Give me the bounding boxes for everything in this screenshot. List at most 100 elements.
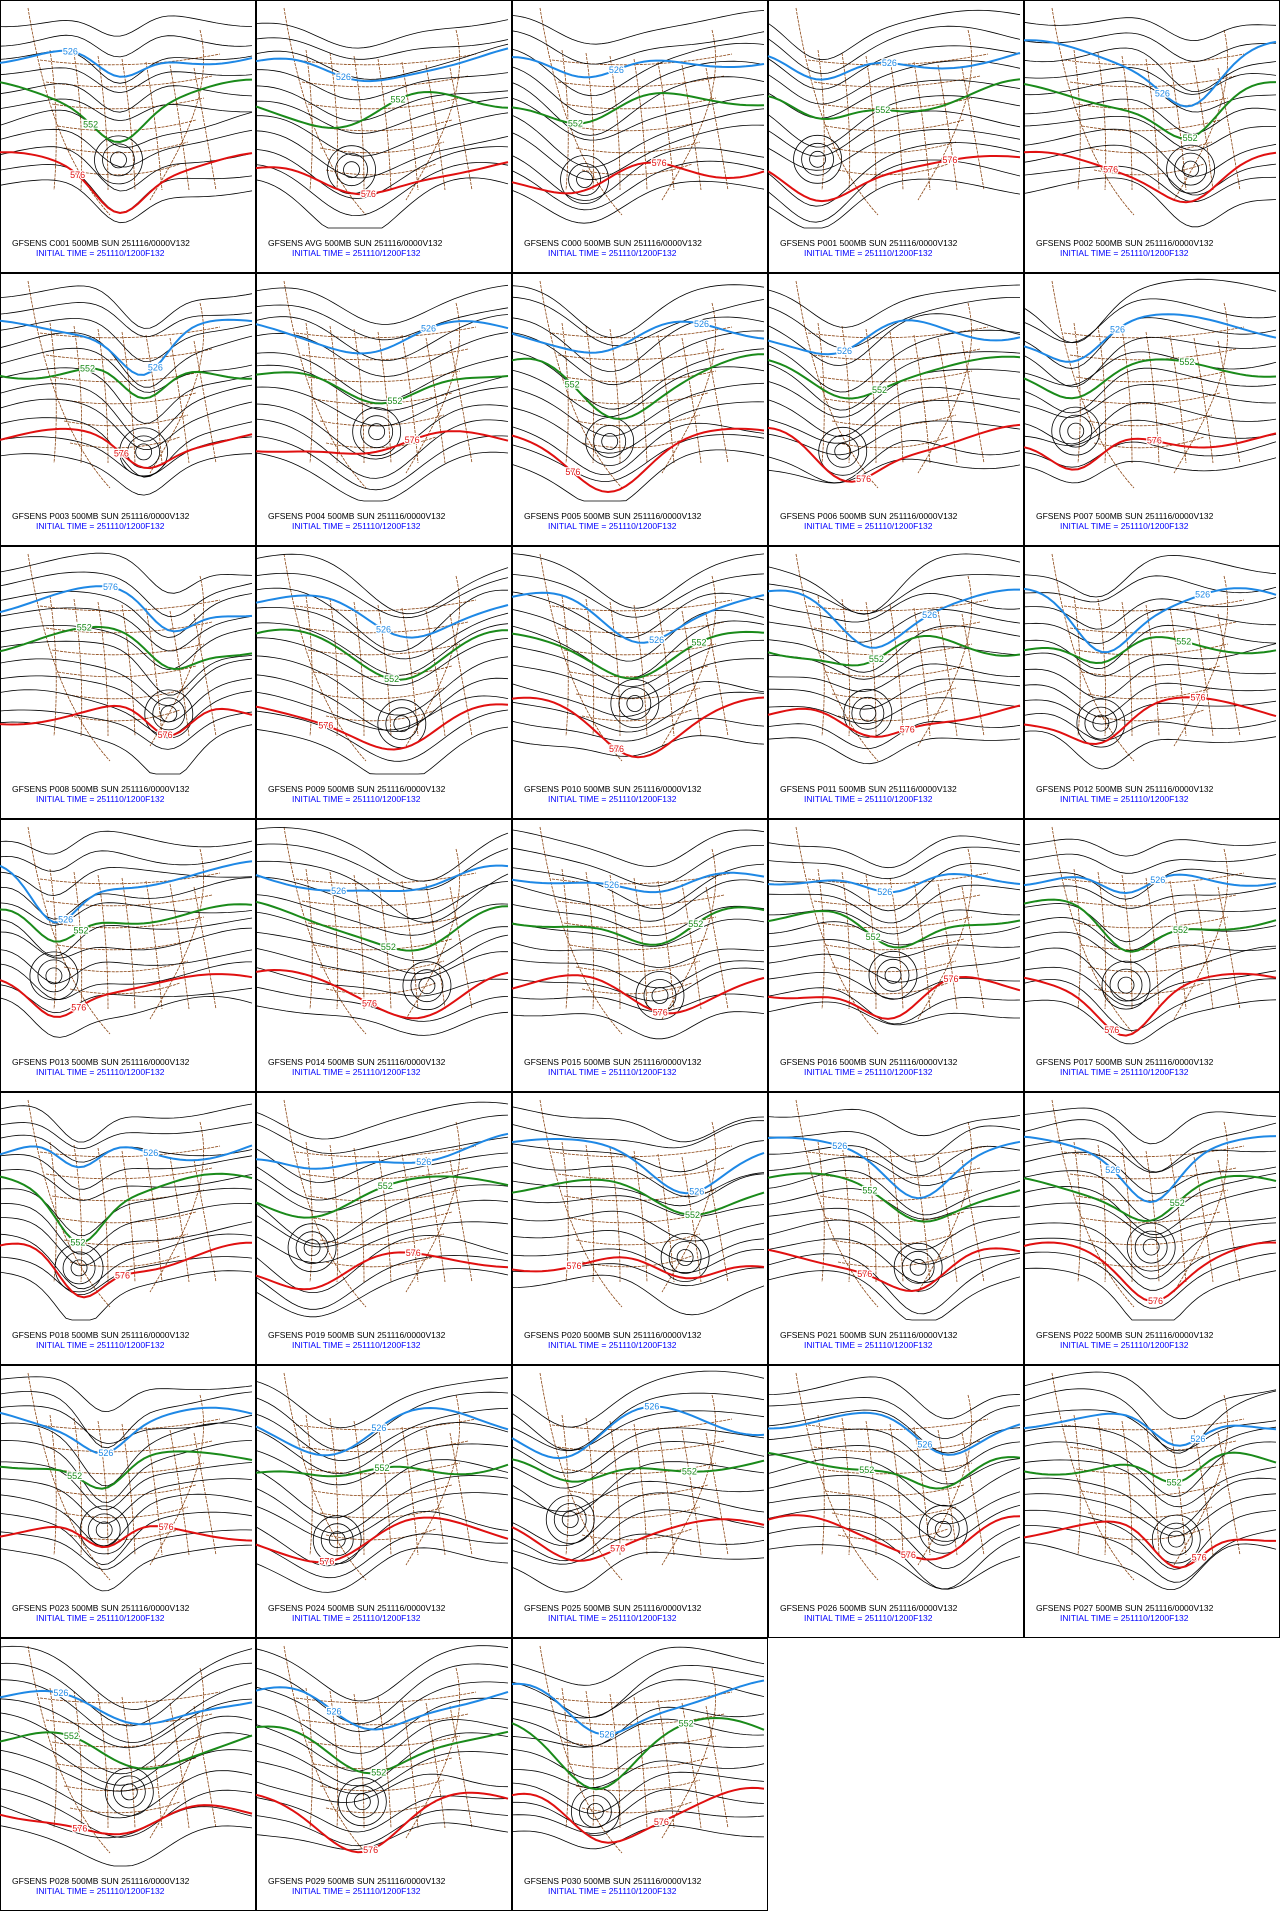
height-contour bbox=[767, 592, 1021, 623]
map-outline bbox=[1051, 1372, 1245, 1581]
height-contour bbox=[767, 399, 1021, 444]
key-contour bbox=[1023, 972, 1277, 1037]
low-contour bbox=[676, 1249, 694, 1266]
height-contour bbox=[768, 678, 1021, 710]
height-contour bbox=[255, 860, 509, 923]
height-contour bbox=[1023, 838, 1277, 857]
height-contour bbox=[0, 1825, 253, 1867]
low-contour bbox=[926, 1512, 960, 1546]
panel-frame bbox=[256, 1092, 512, 1365]
panel-frame bbox=[768, 1365, 1024, 1638]
contour-label: 526 bbox=[1195, 590, 1210, 600]
key-contour bbox=[767, 588, 1020, 649]
height-contour bbox=[1023, 457, 1277, 484]
height-contour bbox=[1023, 945, 1277, 1002]
contour-label: 552 bbox=[1173, 925, 1188, 935]
height-contour bbox=[0, 866, 253, 897]
low-contour bbox=[303, 1239, 321, 1257]
contour-label: 526 bbox=[917, 1439, 932, 1449]
height-contour bbox=[511, 918, 765, 947]
height-contour bbox=[0, 1154, 253, 1190]
height-contour bbox=[256, 69, 509, 101]
height-contour bbox=[1023, 177, 1277, 228]
height-contour bbox=[1023, 128, 1277, 177]
key-contour bbox=[511, 1405, 765, 1460]
key-contour bbox=[511, 161, 765, 195]
height-contour bbox=[1023, 730, 1277, 770]
contour-label: 526 bbox=[326, 1706, 341, 1716]
map-outline bbox=[795, 280, 989, 489]
key-contour bbox=[767, 155, 1021, 203]
panel-frame bbox=[512, 819, 768, 1092]
height-contour bbox=[255, 709, 509, 762]
key-contour bbox=[767, 1514, 1021, 1561]
key-contour bbox=[0, 903, 253, 943]
height-contour bbox=[511, 76, 765, 136]
low-contour bbox=[578, 1795, 612, 1828]
contour-label: 526 bbox=[331, 886, 346, 896]
contour-label: 552 bbox=[1167, 1478, 1182, 1488]
height-contour bbox=[767, 939, 1021, 958]
height-contour bbox=[255, 1751, 509, 1795]
height-contour bbox=[0, 1788, 253, 1838]
panel-initial-time: INITIAL TIME = 251110/1200F132 bbox=[804, 794, 933, 804]
panel-frame bbox=[256, 1365, 512, 1638]
key-contour bbox=[0, 1450, 253, 1490]
key-contour bbox=[511, 353, 765, 421]
height-contour bbox=[255, 894, 509, 936]
contour-label: 552 bbox=[1170, 1198, 1185, 1208]
low-contour bbox=[561, 1511, 579, 1528]
contour-label: 552 bbox=[83, 119, 98, 129]
height-contour bbox=[1023, 555, 1277, 598]
height-contour bbox=[767, 297, 1020, 349]
height-contour bbox=[255, 1492, 509, 1541]
height-contour bbox=[0, 146, 253, 192]
height-contour bbox=[511, 1760, 765, 1789]
height-contour bbox=[511, 42, 765, 97]
height-contour bbox=[511, 879, 765, 922]
height-contour bbox=[1023, 32, 1277, 62]
height-contour bbox=[1023, 47, 1277, 92]
panel-initial-time: INITIAL TIME = 251110/1200F132 bbox=[548, 248, 677, 258]
contour-label: 576 bbox=[610, 1544, 625, 1554]
low-contour bbox=[1166, 144, 1216, 194]
low-contour bbox=[793, 134, 842, 184]
height-contour bbox=[0, 332, 253, 388]
key-contour bbox=[255, 703, 509, 751]
height-contour bbox=[511, 10, 765, 45]
contour-label: 552 bbox=[374, 1463, 389, 1473]
contour-label: 576 bbox=[942, 155, 957, 165]
height-contour bbox=[0, 1461, 253, 1511]
key-contour bbox=[0, 318, 253, 376]
height-contour bbox=[1023, 1371, 1277, 1420]
key-contour bbox=[767, 635, 1021, 667]
low-contour bbox=[593, 425, 627, 458]
height-contour bbox=[767, 25, 1021, 75]
contour-label: 552 bbox=[1179, 357, 1194, 367]
height-contour bbox=[767, 351, 1021, 411]
height-contour bbox=[767, 553, 1021, 615]
key-contour bbox=[255, 1406, 509, 1457]
height-contour bbox=[1023, 419, 1277, 446]
contour-label: 552 bbox=[378, 1181, 393, 1191]
contour-label: 576 bbox=[1148, 1296, 1163, 1306]
panel-title: GFSENS P022 500MB SUN 251116/0000V132 bbox=[1036, 1330, 1214, 1340]
height-contour bbox=[1023, 80, 1277, 113]
low-contour bbox=[576, 171, 593, 188]
key-contour bbox=[767, 909, 1021, 949]
contour-label: 552 bbox=[391, 95, 406, 105]
height-contour bbox=[255, 622, 509, 676]
height-contour bbox=[1023, 351, 1277, 386]
height-contour bbox=[0, 961, 252, 1001]
key-contour bbox=[511, 906, 765, 946]
map-panel: 526 552 576 GFSENS P003 500MB SUN 251116/00… bbox=[0, 273, 256, 546]
panel-title: GFSENS P004 500MB SUN 251116/0000V132 bbox=[268, 511, 446, 521]
height-contour bbox=[0, 1169, 253, 1201]
height-contour bbox=[1023, 278, 1277, 344]
map-outline bbox=[27, 7, 221, 216]
panel-title: GFSENS P019 500MB SUN 251116/0000V132 bbox=[268, 1330, 446, 1340]
height-contour bbox=[0, 917, 253, 957]
panel-frame bbox=[0, 546, 256, 819]
panel-title: GFSENS P011 500MB SUN 251116/0000V132 bbox=[780, 784, 957, 794]
map-panel: 526 552 576 GFSENS P021 500MB SUN 251116/00… bbox=[767, 1092, 1024, 1365]
